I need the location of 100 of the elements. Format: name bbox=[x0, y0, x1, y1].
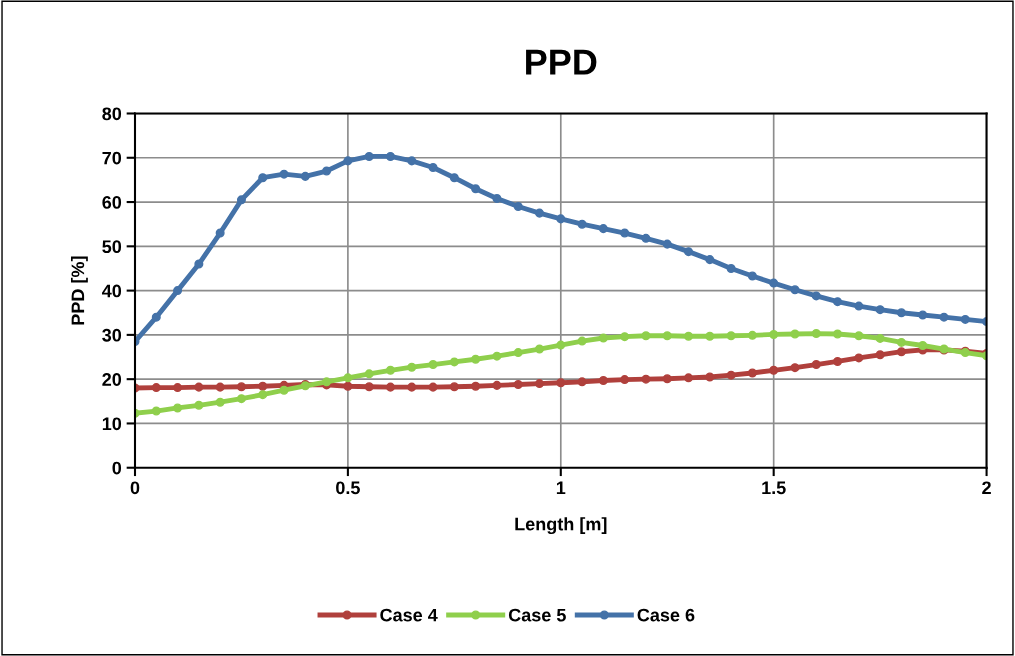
point bbox=[641, 331, 651, 341]
point bbox=[428, 382, 438, 392]
point bbox=[385, 365, 395, 375]
point bbox=[960, 314, 970, 324]
point bbox=[385, 382, 395, 392]
point bbox=[684, 373, 694, 383]
point bbox=[620, 375, 630, 385]
point bbox=[769, 329, 779, 339]
point bbox=[854, 353, 864, 363]
point bbox=[556, 340, 566, 350]
point bbox=[769, 365, 779, 375]
point bbox=[279, 385, 289, 395]
point bbox=[534, 379, 545, 389]
point bbox=[151, 312, 161, 322]
point bbox=[747, 368, 757, 378]
point bbox=[194, 259, 204, 269]
point bbox=[896, 337, 906, 347]
point bbox=[705, 255, 715, 265]
point bbox=[449, 357, 459, 367]
point bbox=[279, 169, 289, 179]
point bbox=[534, 208, 545, 218]
point bbox=[577, 336, 587, 346]
point bbox=[556, 214, 566, 224]
point bbox=[194, 400, 204, 410]
point bbox=[726, 370, 736, 380]
point bbox=[492, 351, 502, 361]
point bbox=[705, 372, 715, 382]
point bbox=[811, 291, 821, 301]
x-tick-label: 0.5 bbox=[336, 481, 360, 495]
point bbox=[151, 383, 161, 393]
point bbox=[918, 310, 928, 320]
point bbox=[492, 380, 502, 390]
y-tick-label: 80 bbox=[102, 107, 122, 121]
x-tick-label: 1.5 bbox=[762, 481, 786, 495]
point bbox=[939, 312, 949, 322]
point bbox=[726, 331, 736, 341]
y-tick-label: 50 bbox=[102, 240, 122, 254]
point bbox=[428, 360, 438, 370]
legend-label: Case 5 bbox=[508, 608, 566, 622]
point bbox=[492, 193, 502, 204]
point bbox=[471, 381, 481, 391]
point bbox=[385, 151, 395, 161]
point bbox=[236, 394, 246, 404]
point bbox=[918, 341, 928, 351]
point bbox=[598, 333, 608, 343]
point bbox=[513, 201, 523, 211]
point bbox=[364, 151, 374, 161]
point bbox=[343, 156, 353, 166]
point bbox=[896, 308, 906, 318]
point bbox=[236, 382, 246, 392]
point bbox=[428, 162, 438, 173]
point bbox=[875, 333, 885, 343]
y-tick-label: 70 bbox=[102, 151, 122, 165]
point bbox=[705, 331, 715, 341]
point bbox=[833, 297, 843, 307]
point bbox=[322, 166, 332, 176]
point bbox=[343, 381, 353, 391]
point bbox=[662, 239, 672, 249]
point bbox=[215, 228, 225, 238]
point bbox=[151, 406, 161, 416]
point bbox=[173, 286, 183, 296]
point bbox=[684, 247, 694, 257]
y-tick-label: 30 bbox=[102, 328, 122, 342]
point bbox=[300, 171, 310, 181]
point bbox=[534, 344, 545, 354]
y-tick-label: 10 bbox=[102, 417, 122, 431]
point bbox=[641, 233, 651, 243]
point bbox=[833, 356, 843, 366]
point bbox=[407, 382, 417, 392]
point bbox=[556, 378, 566, 388]
point bbox=[620, 332, 630, 342]
point bbox=[726, 263, 736, 273]
point bbox=[598, 375, 608, 386]
point bbox=[471, 354, 481, 364]
point bbox=[258, 173, 268, 183]
point bbox=[513, 348, 523, 358]
point bbox=[875, 305, 885, 315]
x-axis-title: Length [m] bbox=[515, 517, 607, 535]
point bbox=[769, 278, 779, 288]
point bbox=[173, 403, 183, 413]
x-tick-label: 0 bbox=[130, 481, 140, 495]
point bbox=[790, 329, 800, 339]
y-tick-label: 60 bbox=[102, 195, 122, 209]
point bbox=[449, 173, 459, 183]
point bbox=[236, 195, 246, 205]
legend-label: Case 4 bbox=[380, 608, 438, 622]
point bbox=[598, 224, 608, 234]
y-axis-title: PPD [%] bbox=[71, 256, 88, 325]
point bbox=[364, 369, 374, 379]
point bbox=[811, 329, 821, 339]
point bbox=[215, 382, 225, 392]
point bbox=[662, 331, 672, 341]
point bbox=[854, 301, 864, 311]
point bbox=[258, 381, 268, 391]
point bbox=[407, 156, 417, 166]
point bbox=[811, 360, 821, 370]
point bbox=[449, 382, 459, 392]
point bbox=[641, 374, 651, 384]
y-tick-label: 40 bbox=[101, 284, 122, 298]
point bbox=[513, 379, 523, 389]
